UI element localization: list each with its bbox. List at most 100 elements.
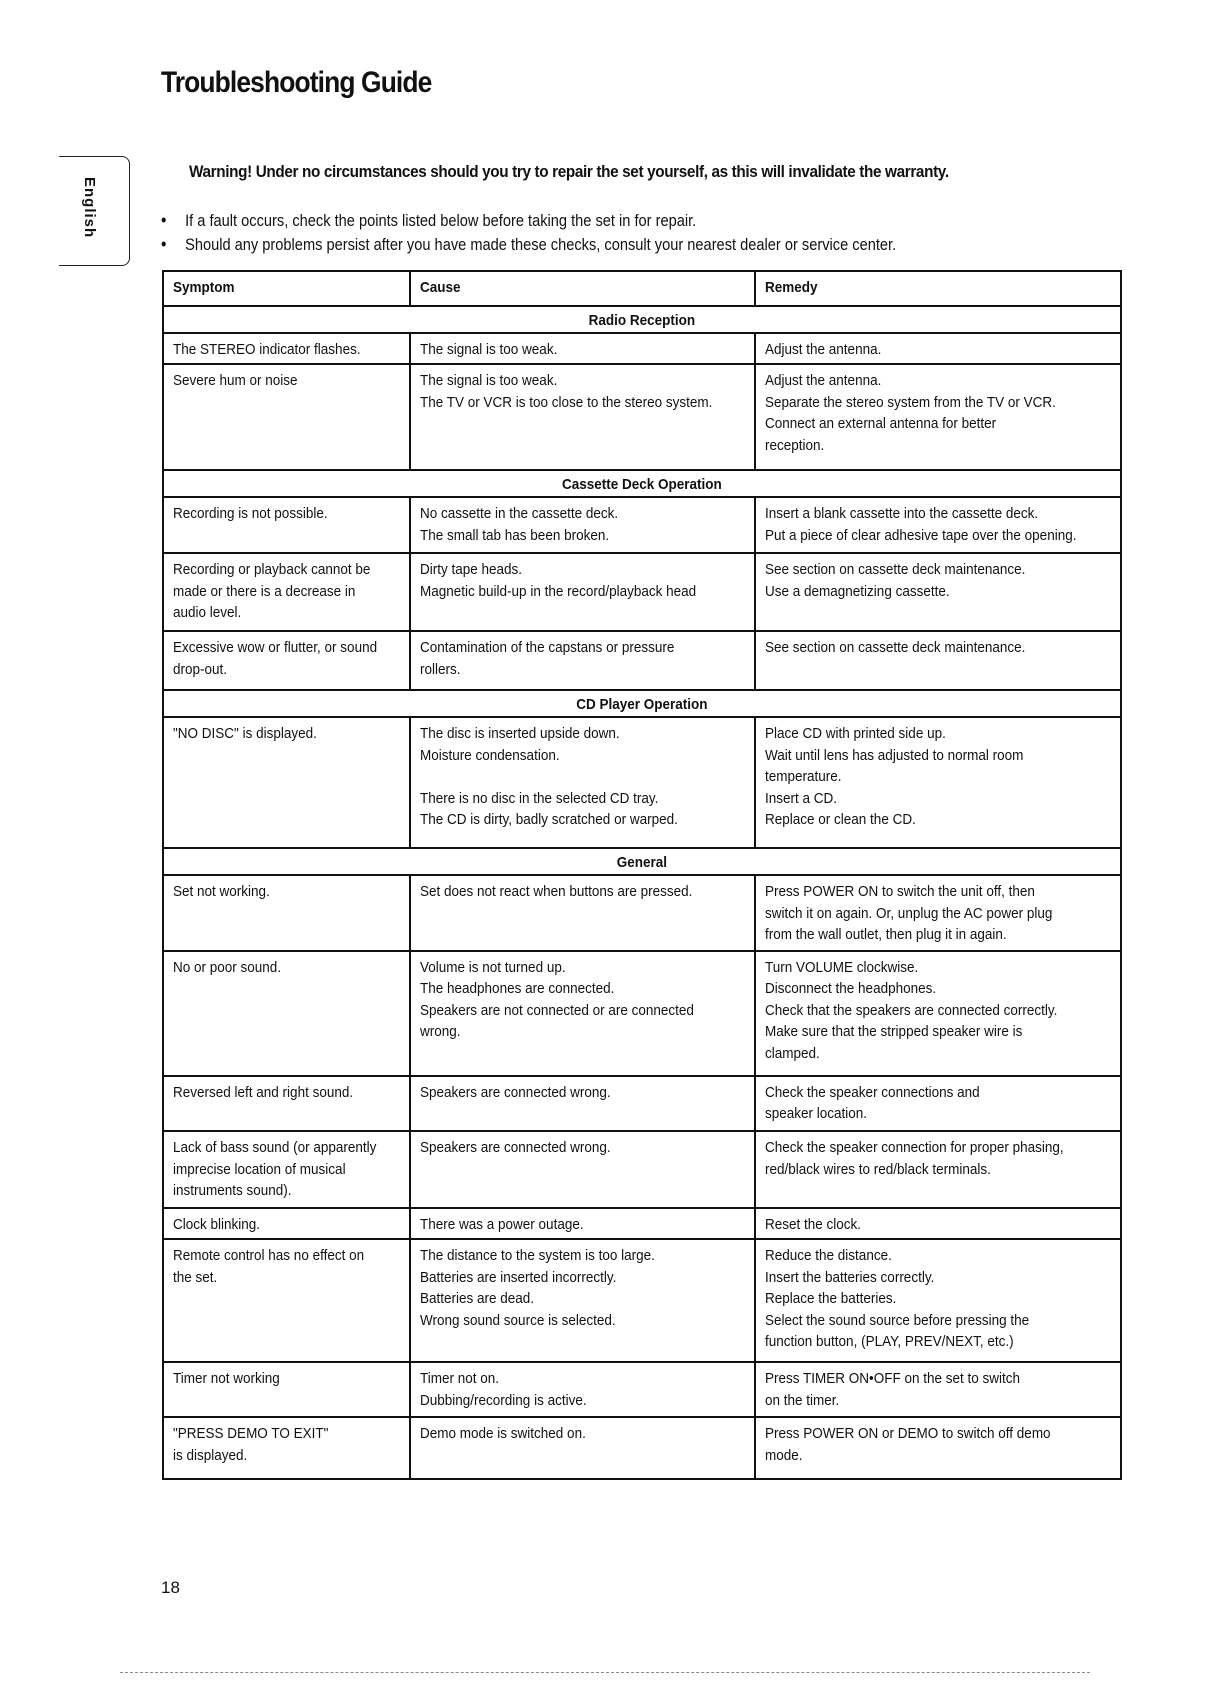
remedy-line: Check the speaker connections and [764,1083,980,1101]
symptom-line: drop-out. [173,660,228,678]
remedy-line: Adjust the antenna. [764,372,881,390]
symptom-line: Recording is not possible. [173,505,328,523]
table-header-row: Symptom Cause Remedy [162,270,1122,307]
remedy-cell: Adjust the antenna. [753,331,1122,366]
remedy-line: on the timer. [764,1391,839,1409]
symptom-line: No or poor sound. [173,958,282,976]
symptom-line: Severe hum or noise [173,372,298,390]
cause-line: Timer not on. [419,1370,499,1388]
remedy-cell: See section on cassette deck maintenance… [753,630,1122,692]
remedy-line: Replace the batteries. [764,1290,896,1308]
scan-artifact-line [120,1672,1090,1673]
symptom-line: "PRESS DEMO TO EXIT" [173,1425,329,1443]
table-row: Timer not working Timer not on. Dubbing/re… [162,1361,1122,1419]
remedy-line: Turn VOLUME clockwise. [764,958,918,976]
remedy-line: Reset the clock. [764,1215,861,1233]
cause-line: There is no disc in the selected CD tray… [419,789,659,807]
symptom-line: "NO DISC" is displayed. [173,725,317,743]
table-row: Excessive wow or flutter, or sound drop-o… [162,630,1122,692]
table-row: Remote control has no effect on the set. T… [162,1238,1122,1364]
remedy-cell: See section on cassette deck maintenance… [753,552,1122,633]
remedy-line: See section on cassette deck maintenance… [764,639,1026,657]
cause-cell: Demo mode is switched on. [408,1416,756,1480]
remedy-line: from the wall outlet, then plug it in ag… [764,926,1007,944]
cause-line: Batteries are dead. [419,1290,534,1308]
section-row: General [162,847,1122,877]
symptom-cell: Recording is not possible. [162,496,411,555]
cause-line: No cassette in the cassette deck. [419,505,618,523]
remedy-line: Make sure that the stripped speaker wire… [764,1023,1022,1041]
cause-cell: The disc is inserted upside down. Moistur… [408,716,756,850]
cause-cell: Set does not react when buttons are pres… [408,874,756,952]
cause-line: The signal is too weak. [419,372,558,390]
section-row: Cassette Deck Operation [162,469,1122,499]
remedy-line: reception. [764,436,824,454]
symptom-cell: Remote control has no effect on the set. [162,1238,411,1364]
remedy-line: Check the speaker connection for proper … [764,1139,1064,1157]
table-row: Lack of bass sound (or apparently impreci… [162,1130,1122,1209]
symptom-cell: Severe hum or noise [162,363,411,472]
remedy-line: temperature. [764,768,842,786]
section-heading: CD Player Operation [162,689,1122,719]
cause-line: Wrong sound source is selected. [419,1311,616,1329]
symptom-cell: The STEREO indicator flashes. [162,331,411,366]
remedy-cell: Press POWER ON or DEMO to switch off dem… [753,1416,1122,1480]
remedy-cell: Insert a blank cassette into the cassett… [753,496,1122,555]
cause-line: Dirty tape heads. [419,561,522,579]
symptom-cell: No or poor sound. [162,949,411,1077]
table-row: Set not working. Set does not react when … [162,874,1122,952]
remedy-line: Select the sound source before pressing … [764,1311,1029,1329]
cause-line: wrong. [419,1023,461,1041]
remedy-cell: Check the speaker connection for proper … [753,1130,1122,1209]
cause-line: Batteries are inserted incorrectly. [419,1268,617,1286]
troubleshooting-table: Symptom Cause Remedy Radio Reception The … [162,270,1122,1480]
remedy-line: See section on cassette deck maintenance… [764,561,1026,579]
page-title: Troubleshooting Guide [161,66,432,99]
remedy-line: Insert a blank cassette into the cassett… [764,505,1038,523]
cause-cell: Volume is not turned up. The headphones a… [408,949,756,1077]
cause-cell: The distance to the system is too large.… [408,1238,756,1364]
symptom-cell: Recording or playback cannot be made or t… [162,552,411,633]
cause-line: Moisture condensation. [419,746,560,764]
symptom-line: is displayed. [173,1446,248,1464]
cause-line: Speakers are connected wrong. [419,1083,611,1101]
remedy-line: Insert the batteries correctly. [764,1268,934,1286]
remedy-line: Replace or clean the CD. [764,811,916,829]
remedy-line: function button, (PLAY, PREV/NEXT, etc.) [764,1333,1014,1351]
remedy-line: mode. [764,1446,803,1464]
header-remedy: Remedy [753,270,1122,307]
remedy-line: Press POWER ON to switch the unit off, t… [764,883,1035,901]
table-row: Severe hum or noise The signal is too wea… [162,363,1122,472]
cause-line: Set does not react when buttons are pres… [419,883,693,901]
cause-line: Demo mode is switched on. [419,1425,586,1443]
remedy-line: Insert a CD. [764,789,837,807]
symptom-line: audio level. [173,604,242,622]
page-number: 18 [161,1578,180,1597]
symptom-line: Set not working. [173,883,270,901]
bullet-item: Should any problems persist after you ha… [161,234,896,258]
remedy-line: Wait until lens has adjusted to normal r… [764,746,1024,764]
cause-line: The headphones are connected. [419,980,615,998]
cause-line: rollers. [419,660,461,678]
symptom-cell: Reversed left and right sound. [162,1074,411,1133]
cause-line: The distance to the system is too large. [419,1247,655,1265]
remedy-line: Check that the speakers are connected co… [764,1001,1058,1019]
cause-line: The TV or VCR is too close to the stereo… [419,393,713,411]
symptom-line: Remote control has no effect on [173,1247,365,1265]
section-heading: General [162,847,1122,877]
symptom-cell: Set not working. [162,874,411,952]
remedy-line: Press POWER ON or DEMO to switch off dem… [764,1425,1051,1443]
cause-line: The small tab has been broken. [419,526,609,544]
symptom-line: Recording or playback cannot be [173,561,371,579]
table-row: No or poor sound. Volume is not turned up… [162,949,1122,1077]
table-row: The STEREO indicator flashes. The signal … [162,331,1122,366]
cause-cell: No cassette in the cassette deck. The sma… [408,496,756,555]
cause-line: Dubbing/recording is active. [419,1391,587,1409]
table-row: "NO DISC" is displayed. The disc is inser… [162,716,1122,850]
remedy-cell: Turn VOLUME clockwise. Disconnect the hea… [753,949,1122,1077]
cause-cell: Contamination of the capstans or pressur… [408,630,756,692]
cause-line: Contamination of the capstans or pressur… [419,639,675,657]
symptom-cell: "PRESS DEMO TO EXIT" is displayed. [162,1416,411,1480]
remedy-cell: Press POWER ON to switch the unit off, t… [753,874,1122,952]
remedy-line: Use a demagnetizing cassette. [764,582,950,600]
